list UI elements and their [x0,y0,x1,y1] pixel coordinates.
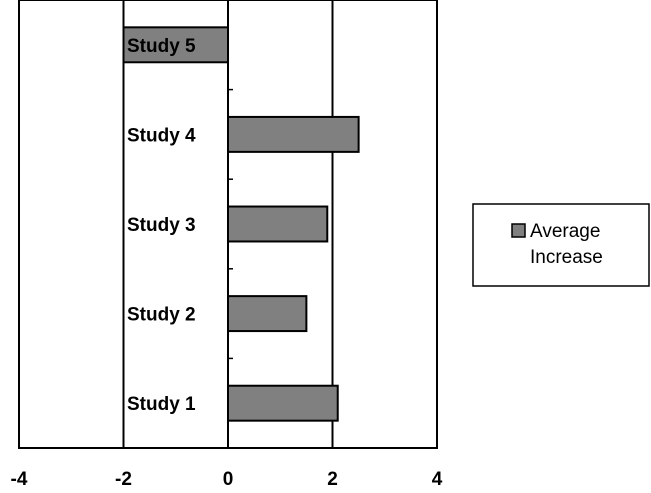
x-tick-label: 2 [327,469,338,490]
x-tick-label: -4 [11,469,28,490]
legend-label-line1: Average [530,221,600,242]
legend-label-line2: Increase [530,247,603,268]
x-axis-tick-labels: -4 -2 0 2 4 [11,469,443,490]
category-label-study-2: Study 2 [127,305,196,326]
x-tick-label: 0 [223,469,234,490]
bars [122,26,360,422]
bar-study-1 [227,384,339,422]
category-label-study-3: Study 3 [127,215,196,236]
bar-study-2 [227,295,308,333]
x-tick-label: -2 [115,469,132,490]
x-tick-label: 4 [432,469,443,490]
bar-study-3 [227,205,329,243]
legend: Average Increase [472,203,650,287]
bar-study-4 [227,115,360,153]
category-label-study-5: Study 5 [127,36,196,57]
category-labels: Study 1 Study 2 Study 3 Study 4 Study 5 [127,36,196,415]
category-label-study-4: Study 4 [127,125,196,146]
legend-swatch [511,223,526,238]
y-axis-ticks [228,88,233,360]
category-label-study-1: Study 1 [127,394,196,415]
bar-study-5 [122,26,229,64]
legend-box [472,203,650,287]
